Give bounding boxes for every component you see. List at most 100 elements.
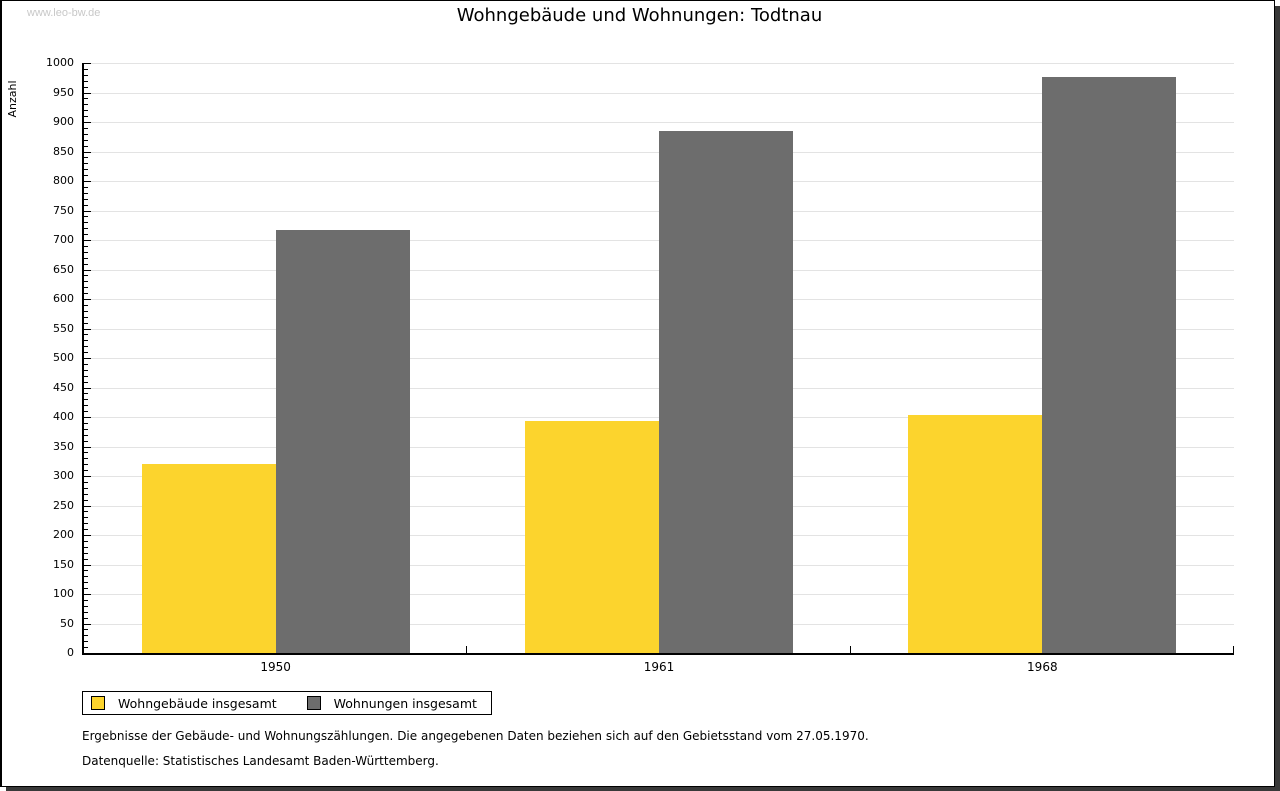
- y-tick-label-50: 50: [60, 616, 74, 630]
- legend-label-wohngebaeude: Wohngebäude insgesamt: [118, 695, 277, 711]
- y-tick-label-100: 100: [53, 587, 74, 600]
- gridline-1000: [84, 63, 1234, 64]
- y-tick-910: [84, 116, 88, 118]
- y-tick-370: [84, 434, 88, 436]
- bar-1950-wohngebaeude: [141, 464, 276, 653]
- y-tick-520: [84, 346, 88, 348]
- y-tick-860: [84, 145, 88, 147]
- chart-title: Wohngebäude und Wohnungen: Todtnau: [456, 5, 823, 26]
- y-tick-550: [84, 328, 91, 330]
- y-tick-40: [84, 629, 88, 631]
- y-tick-230: [84, 517, 88, 519]
- y-tick-140: [84, 570, 88, 572]
- y-tick-780: [84, 192, 88, 194]
- y-tick-label-500: 500: [53, 351, 74, 364]
- y-tick-label-700: 700: [53, 233, 74, 246]
- note-datenquelle: Datenquelle: Statistisches Landesamt Bad…: [82, 754, 439, 768]
- y-tick-900: [84, 122, 91, 123]
- y-tick-920: [84, 110, 88, 112]
- y-tick-640: [84, 275, 88, 277]
- legend-label-wohnungen: Wohnungen insgesamt: [333, 695, 477, 711]
- y-tick-930: [84, 104, 88, 106]
- y-tick-690: [84, 245, 88, 247]
- y-tick-700: [84, 240, 91, 241]
- y-tick-label-750: 750: [53, 203, 74, 217]
- legend-item-wohngebaeude: Wohngebäude insgesamt: [91, 696, 277, 711]
- y-tick-730: [84, 222, 88, 224]
- y-tick-340: [84, 452, 88, 454]
- y-tick-320: [84, 464, 88, 466]
- y-tick-620: [84, 287, 88, 289]
- gridline-950: [84, 92, 1234, 94]
- y-tick-610: [84, 293, 88, 295]
- y-tick-150: [84, 564, 91, 566]
- y-tick-10: [84, 647, 88, 649]
- y-tick-label-850: 850: [53, 144, 74, 158]
- y-tick-450: [84, 387, 91, 389]
- x-tick-label-1961: 1961: [643, 660, 675, 674]
- y-tick-30: [84, 635, 88, 637]
- y-tick-120: [84, 582, 88, 584]
- y-tick-810: [84, 175, 88, 177]
- y-tick-880: [84, 133, 88, 135]
- y-tick-650: [84, 269, 91, 271]
- y-tick-360: [84, 440, 88, 442]
- y-tick-label-950: 950: [53, 85, 74, 99]
- y-tick-950: [84, 92, 91, 94]
- y-tick-label-150: 150: [53, 557, 74, 571]
- frame-shadow-bottom: [6, 787, 1280, 791]
- y-tick-label-800: 800: [53, 174, 74, 187]
- y-tick-280: [84, 487, 88, 489]
- y-tick-630: [84, 281, 88, 283]
- y-tick-830: [84, 163, 88, 165]
- y-tick-170: [84, 552, 88, 554]
- y-tick-label-450: 450: [53, 380, 74, 394]
- y-tick-label-250: 250: [53, 498, 74, 512]
- legend-swatch-wohngebaeude: [91, 696, 105, 710]
- y-tick-760: [84, 204, 88, 206]
- bar-1950-wohnungen: [275, 230, 410, 653]
- y-tick-500: [84, 358, 91, 359]
- y-tick-710: [84, 234, 88, 236]
- y-tick-310: [84, 470, 88, 472]
- y-tick-890: [84, 127, 88, 129]
- y-tick-430: [84, 399, 88, 401]
- y-tick-label-1000: 1000: [46, 56, 74, 69]
- x-boundary-tick-3: [1233, 646, 1234, 653]
- y-tick-600: [84, 299, 91, 300]
- y-tick-300: [84, 476, 91, 477]
- y-tick-label-550: 550: [53, 321, 74, 335]
- y-tick-130: [84, 576, 88, 578]
- y-tick-20: [84, 641, 88, 643]
- y-tick-460: [84, 381, 88, 383]
- x-axis-tick-labels: 1950 1961 1968: [84, 659, 1234, 675]
- y-tick-440: [84, 393, 88, 395]
- y-tick-840: [84, 157, 88, 159]
- bar-1961-wohngebaeude: [525, 421, 659, 653]
- gridline-900: [84, 122, 1234, 123]
- y-tick-850: [84, 151, 91, 153]
- y-tick-80: [84, 605, 88, 607]
- legend-item-wohnungen: Wohnungen insgesamt: [306, 695, 477, 711]
- y-tick-770: [84, 198, 88, 200]
- y-tick-label-650: 650: [53, 262, 74, 276]
- y-tick-510: [84, 352, 88, 354]
- legend-swatch-wohnungen: [306, 696, 321, 710]
- y-tick-570: [84, 316, 88, 318]
- y-tick-350: [84, 446, 91, 448]
- y-tick-70: [84, 611, 88, 613]
- y-tick-530: [84, 340, 88, 342]
- y-tick-800: [84, 181, 91, 182]
- bar-1968-wohnungen: [1042, 77, 1177, 653]
- y-tick-60: [84, 617, 88, 619]
- y-tick-50: [84, 623, 91, 625]
- y-tick-label-900: 900: [53, 115, 74, 128]
- y-tick-210: [84, 529, 88, 531]
- y-tick-680: [84, 251, 88, 253]
- y-tick-190: [84, 540, 88, 542]
- y-tick-label-400: 400: [53, 410, 74, 423]
- y-tick-180: [84, 546, 88, 548]
- y-tick-820: [84, 169, 88, 171]
- y-tick-label-200: 200: [53, 528, 74, 541]
